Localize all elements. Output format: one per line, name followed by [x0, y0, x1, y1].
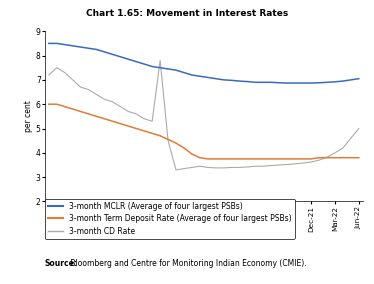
Text: Bloomberg and Centre for Monitoring Indian Economy (CMIE).: Bloomberg and Centre for Monitoring Indi… [68, 259, 306, 268]
Text: Source:: Source: [45, 259, 78, 268]
Y-axis label: per cent: per cent [24, 101, 33, 132]
Text: Chart 1.65: Movement in Interest Rates: Chart 1.65: Movement in Interest Rates [86, 9, 288, 18]
Legend: 3-month MCLR (Average of four largest PSBs), 3-month Term Deposit Rate (Average : 3-month MCLR (Average of four largest PS… [45, 199, 295, 239]
